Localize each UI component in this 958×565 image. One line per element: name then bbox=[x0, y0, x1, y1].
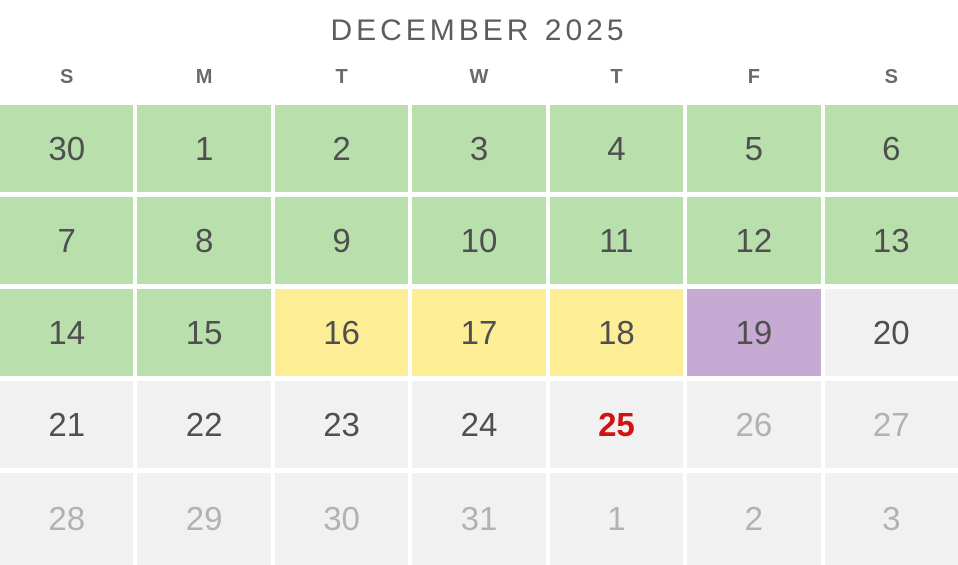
day-cell[interactable]: 1 bbox=[137, 105, 271, 192]
day-cell[interactable]: 21 bbox=[0, 381, 134, 468]
weekday-header: F bbox=[747, 66, 760, 88]
day-cell[interactable]: 29 bbox=[137, 473, 271, 565]
day-cell[interactable]: 17 bbox=[412, 289, 546, 376]
weekday-header: W bbox=[469, 66, 489, 88]
day-cell[interactable]: 13 bbox=[824, 197, 958, 284]
day-cell[interactable]: 7 bbox=[0, 197, 134, 284]
day-cell[interactable]: 1 bbox=[549, 473, 684, 565]
day-cell[interactable]: 12 bbox=[687, 197, 821, 284]
calendar-title: DECEMBER 2025 bbox=[330, 14, 628, 47]
day-cell[interactable]: 14 bbox=[0, 289, 134, 376]
day-cell[interactable]: 2 bbox=[274, 105, 409, 192]
day-cell[interactable]: 24 bbox=[412, 381, 546, 468]
day-cell[interactable]: 28 bbox=[0, 473, 134, 565]
day-cell[interactable]: 9 bbox=[274, 197, 409, 284]
calendar-grid: 30 1 2 3 4 5 6 7 8 9 10 11 12 13 14 15 16 17 18 19 20 21 22 23 2… bbox=[0, 105, 958, 565]
weekday-header: S bbox=[884, 66, 898, 88]
day-cell[interactable]: 5 bbox=[687, 105, 821, 192]
weekday-header: T bbox=[610, 66, 623, 88]
day-cell[interactable]: 31 bbox=[412, 473, 546, 565]
day-cell[interactable]: 23 bbox=[274, 381, 409, 468]
day-cell[interactable]: 16 bbox=[274, 289, 409, 376]
day-cell[interactable]: 30 bbox=[0, 105, 134, 192]
day-cell[interactable]: 20 bbox=[824, 289, 958, 376]
day-cell[interactable]: 4 bbox=[549, 105, 684, 192]
day-cell[interactable]: 22 bbox=[137, 381, 271, 468]
day-cell[interactable]: 19 bbox=[687, 289, 821, 376]
day-cell[interactable]: 3 bbox=[412, 105, 546, 192]
weekday-header: T bbox=[335, 66, 348, 88]
weekday-header: S bbox=[60, 66, 74, 88]
day-cell[interactable]: 27 bbox=[824, 381, 958, 468]
day-cell[interactable]: 15 bbox=[137, 289, 271, 376]
day-cell[interactable]: 30 bbox=[274, 473, 409, 565]
day-cell[interactable]: 18 bbox=[549, 289, 684, 376]
day-cell[interactable]: 25 bbox=[549, 381, 684, 468]
day-cell[interactable]: 11 bbox=[549, 197, 684, 284]
day-cell[interactable]: 3 bbox=[824, 473, 958, 565]
weekday-header: M bbox=[195, 66, 213, 88]
day-cell[interactable]: 10 bbox=[412, 197, 546, 284]
day-cell[interactable]: 2 bbox=[687, 473, 821, 565]
day-cell[interactable]: 26 bbox=[687, 381, 821, 468]
day-cell[interactable]: 8 bbox=[137, 197, 271, 284]
day-cell[interactable]: 6 bbox=[824, 105, 958, 192]
